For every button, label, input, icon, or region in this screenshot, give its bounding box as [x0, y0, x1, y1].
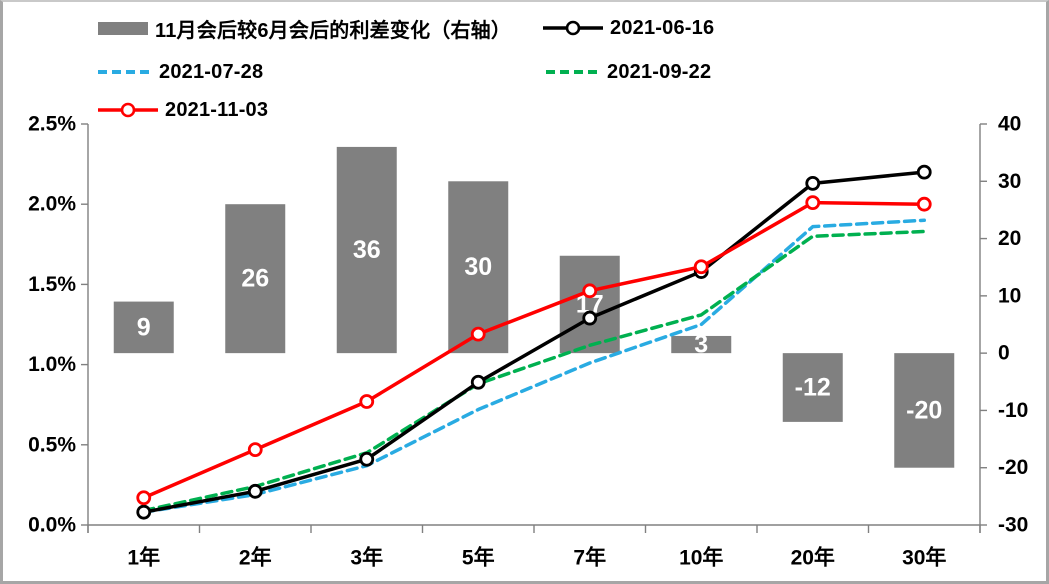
line-circle-swatch-icon: [543, 19, 603, 37]
bar-label: 9: [137, 313, 151, 341]
legend-label-2021-07-28: 2021-07-28: [159, 60, 264, 83]
bar: [225, 204, 286, 354]
right-axis-tick-label: -20: [998, 456, 1028, 479]
legend-item-2021-06-16: 2021-06-16: [543, 15, 714, 41]
data-point-marker: [470, 374, 486, 390]
bar: [894, 353, 955, 468]
legend-label-2021-06-16: 2021-06-16: [610, 16, 715, 39]
legend-label-2021-09-22: 2021-09-22: [607, 60, 712, 83]
right-axis-tick-label: -30: [998, 514, 1028, 537]
line-circle-swatch-icon: [98, 101, 158, 119]
data-point-marker: [247, 442, 263, 458]
bar-label: 26: [241, 265, 269, 293]
line-path: [142, 218, 926, 514]
data-point-marker: [916, 196, 932, 212]
line-series-2021-07-28: [142, 218, 926, 514]
bar-label: 3: [694, 331, 708, 359]
data-point-marker: [805, 195, 821, 210]
left-axis-tick-label: 1.0%: [28, 353, 76, 376]
data-point-marker: [247, 483, 263, 499]
bar: [559, 255, 620, 354]
line-path: [142, 200, 926, 500]
right-axis-tick-label: 20: [998, 227, 1021, 250]
data-point-marker: [359, 394, 375, 409]
data-point-marker: [582, 283, 598, 299]
x-axis-category-label: 2年: [239, 546, 272, 570]
data-point-marker: [582, 310, 598, 326]
line-series-2021-11-03: [136, 195, 932, 506]
left-axis-tick-label: 0.5%: [28, 433, 76, 456]
dashed-line-swatch-icon: [546, 67, 600, 77]
left-axis-tick-label: 2.5%: [28, 113, 76, 136]
x-axis-category-label: 20年: [791, 546, 835, 570]
right-axis-tick-label: -10: [998, 399, 1028, 422]
legend-item-2021-11-03: 2021-11-03: [98, 97, 268, 123]
data-point-marker: [693, 259, 709, 275]
left-axis-tick-label: 1.5%: [28, 273, 76, 296]
line-path: [142, 170, 926, 514]
line-series-2021-09-22: [142, 229, 926, 513]
line-path: [142, 229, 926, 513]
right-axis-tick-label: 10: [998, 284, 1021, 307]
x-axis-category-label: 30年: [902, 546, 946, 570]
data-point-marker: [916, 164, 932, 180]
x-axis-category-label: 10年: [679, 546, 723, 570]
legend-item-2021-07-28: 2021-07-28: [98, 59, 263, 85]
data-point-marker: [470, 326, 486, 342]
legend-label-2021-11-03: 2021-11-03: [165, 98, 269, 121]
left-axis-tick-label: 2.0%: [28, 193, 76, 216]
bar-label: 30: [464, 253, 492, 281]
right-axis-tick-label: 0: [998, 342, 1010, 365]
right-axis-tick-label: 40: [998, 113, 1021, 136]
x-axis-category-label: 5年: [462, 546, 495, 570]
axes: 2.5% 2.0% 1.5% 1.0% 0.5% 0.0% 40 30 20 10 0 -10 -20 -…: [28, 113, 1028, 570]
bar-label: -12: [795, 374, 831, 402]
plot-area: 9263630173-12-202.5%2.0%1.5%1.0%0.5%0.0%…: [28, 113, 1028, 570]
dashed-line-swatch-icon: [98, 67, 152, 77]
data-point-marker: [359, 451, 375, 467]
bar-swatch-icon: [98, 21, 148, 35]
x-axis-category-label: 1年: [127, 546, 160, 570]
line-series-2021-06-16: [136, 164, 932, 520]
data-point-marker: [136, 490, 152, 506]
x-axis-category-label: 7年: [573, 546, 606, 570]
bar: [113, 301, 174, 354]
bar-label: -20: [906, 396, 942, 424]
legend-item-bar-series: 11月会后较6月会后的利差变化（右轴）: [98, 15, 512, 42]
legend-label-bar: 11月会后较6月会后的利差变化（右轴）: [155, 19, 512, 42]
bar-label: 36: [353, 236, 381, 264]
bar: [671, 335, 732, 354]
data-point-marker: [136, 504, 152, 520]
legend-item-2021-09-22: 2021-09-22: [546, 59, 711, 85]
x-axis-category-label: 3年: [350, 546, 383, 570]
bar: [336, 146, 397, 354]
data-point-marker: [805, 175, 821, 191]
left-axis-tick-label: 0.0%: [28, 514, 76, 537]
bar: [782, 353, 843, 422]
right-axis-tick-label: 30: [998, 170, 1021, 193]
